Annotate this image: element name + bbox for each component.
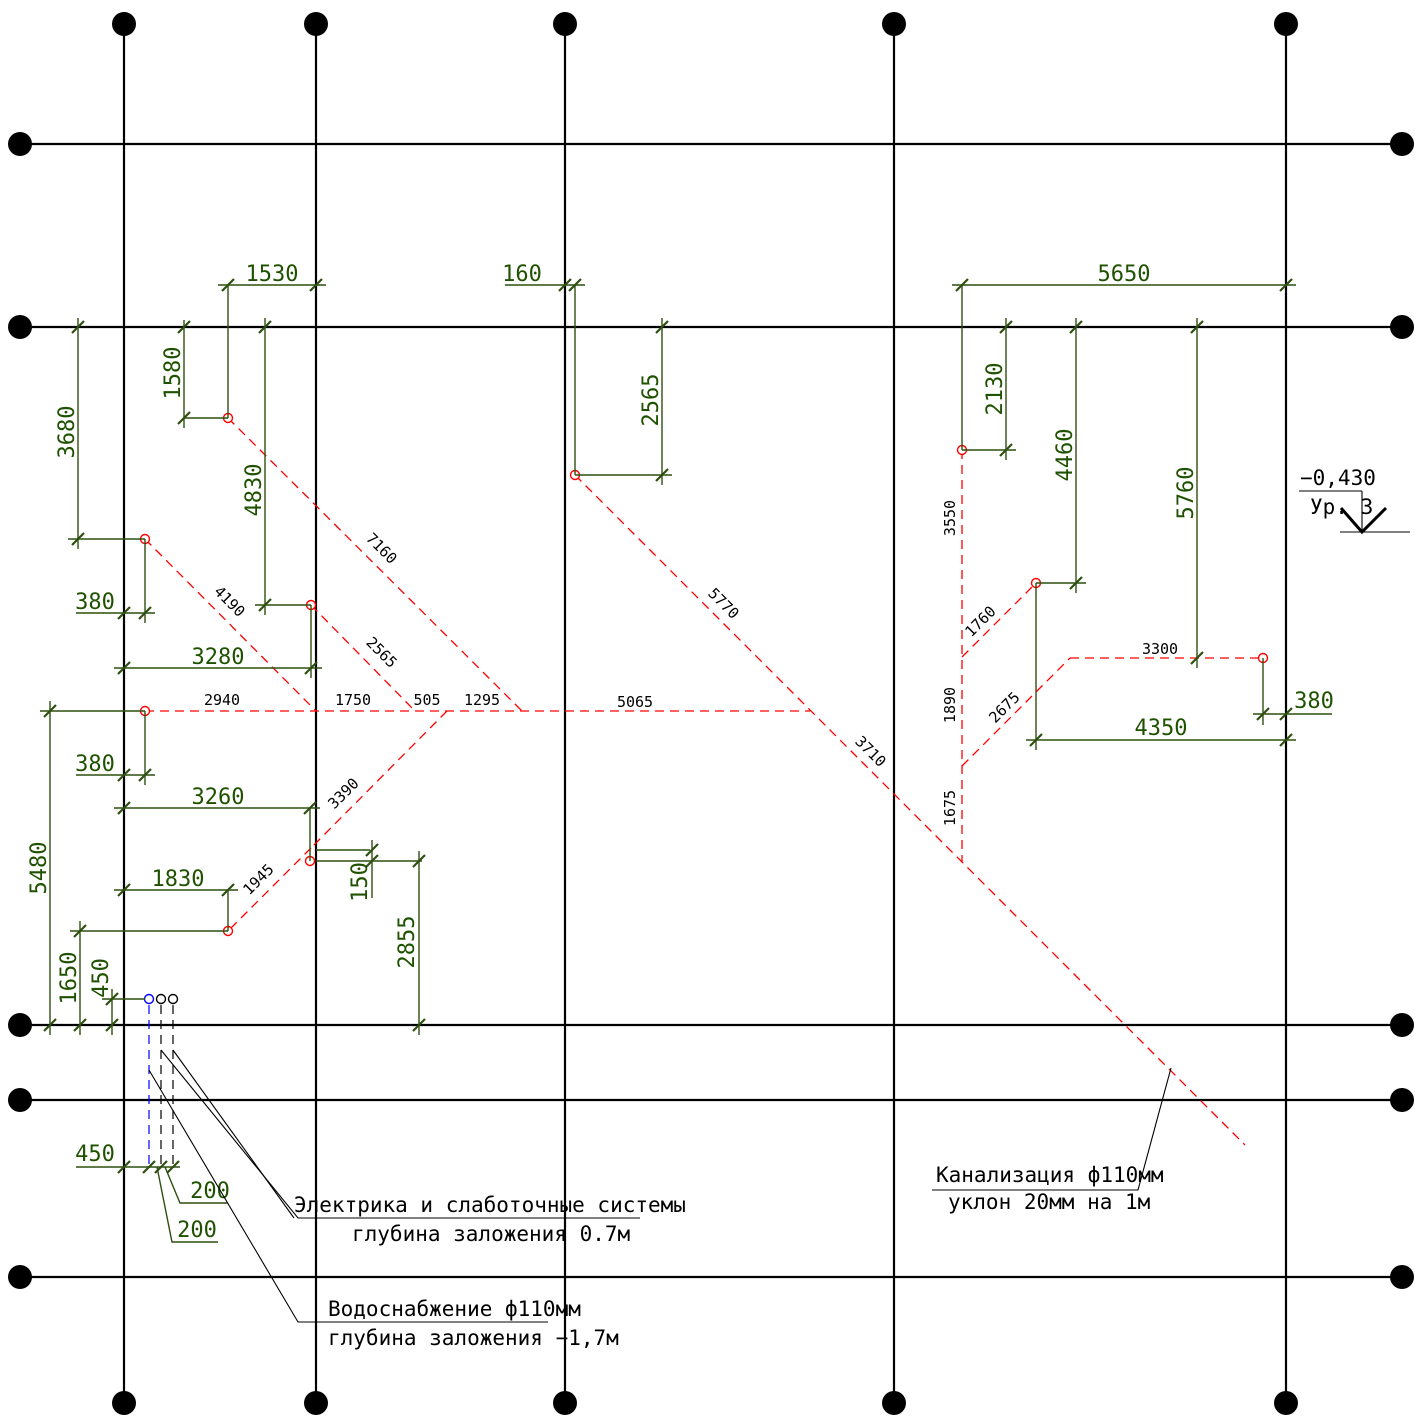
pipe-label: 1750 bbox=[335, 691, 371, 709]
pipe-label: 5065 bbox=[617, 693, 653, 711]
leader-lines bbox=[148, 1049, 1172, 1323]
pipe-label: 1295 bbox=[464, 691, 500, 709]
note-sewer-slope: уклон 20мм на 1м bbox=[948, 1190, 1151, 1214]
dim-label: 2130 bbox=[983, 363, 1008, 416]
dim-label: 5650 bbox=[1098, 262, 1151, 287]
pipe-label: 3550 bbox=[941, 500, 959, 536]
dim-label: 3260 bbox=[192, 785, 245, 810]
pipe-label: 1945 bbox=[239, 860, 277, 898]
pipe-label: 5770 bbox=[704, 584, 742, 622]
dim-label: 5760 bbox=[1174, 467, 1199, 520]
dim-label: 5480 bbox=[27, 842, 52, 895]
note-electric-title: Электрика и слаботочные системы bbox=[294, 1193, 686, 1217]
pipe-label: 2675 bbox=[985, 688, 1023, 726]
dim-label: 3280 bbox=[192, 645, 245, 670]
dim-label: 150 bbox=[348, 862, 373, 902]
pipe-label: 2940 bbox=[204, 691, 240, 709]
pipe-label: 2565 bbox=[362, 633, 400, 671]
level-value: −0,430 bbox=[1300, 466, 1376, 490]
note-water-depth: глубина заложения −1,7м bbox=[328, 1326, 619, 1350]
pipe-nodes bbox=[139, 412, 1269, 937]
note-water-title: Водоснабжение ф110мм bbox=[328, 1297, 581, 1321]
dim-label: 4460 bbox=[1053, 429, 1078, 482]
dim-label: 160 bbox=[502, 262, 542, 287]
dimension-lines bbox=[40, 278, 1332, 1243]
dim-label: 1530 bbox=[246, 262, 299, 287]
dim-label: 4350 bbox=[1135, 716, 1188, 741]
pipe-label: 1890 bbox=[941, 687, 959, 723]
dim-label: 200 bbox=[190, 1179, 230, 1204]
dim-label: 450 bbox=[89, 958, 114, 998]
sewer-pipes bbox=[144, 417, 1263, 1146]
dim-label: 200 bbox=[177, 1218, 217, 1243]
pipe-label: 4190 bbox=[210, 582, 248, 620]
utility-inputs bbox=[143, 993, 179, 1165]
note-electric-depth: глубина заложения 0.7м bbox=[352, 1222, 631, 1246]
dim-label: 1650 bbox=[57, 952, 82, 1005]
dim-label: 1580 bbox=[161, 347, 186, 400]
note-sewer-title: Канализация ф110мм bbox=[936, 1163, 1164, 1187]
dim-label: 1830 bbox=[152, 867, 205, 892]
dim-label: 380 bbox=[75, 752, 115, 777]
level-name: Ур. 3 bbox=[1310, 495, 1373, 519]
pipe-length-labels: 7160 4190 2565 5770 3550 1760 3300 1890 … bbox=[204, 500, 1178, 899]
pipe-label: 3300 bbox=[1142, 640, 1178, 658]
dim-label: 380 bbox=[75, 590, 115, 615]
dim-label: 2565 bbox=[639, 374, 664, 427]
pipe-label: 1675 bbox=[941, 790, 959, 826]
axis-markers bbox=[8, 12, 1414, 1415]
dim-label: 380 bbox=[1294, 689, 1334, 714]
pipe-label: 1760 bbox=[961, 602, 999, 640]
pipe-label: 3710 bbox=[851, 732, 889, 770]
level-mark: −0,430 Ур. 3 bbox=[1299, 466, 1410, 535]
notes: Электрика и слаботочные системы глубина … bbox=[294, 1163, 1164, 1350]
dim-label: 3680 bbox=[55, 406, 80, 459]
pipe-label: 3390 bbox=[324, 774, 362, 812]
dim-label: 450 bbox=[75, 1142, 115, 1167]
dim-label: 2855 bbox=[395, 916, 420, 969]
dimension-labels: 1530 160 5650 1580 3680 2565 2130 4460 5… bbox=[27, 262, 1334, 1243]
dim-label: 4830 bbox=[242, 464, 267, 517]
pipe-label: 7160 bbox=[362, 529, 400, 567]
pipe-label: 505 bbox=[413, 691, 440, 709]
